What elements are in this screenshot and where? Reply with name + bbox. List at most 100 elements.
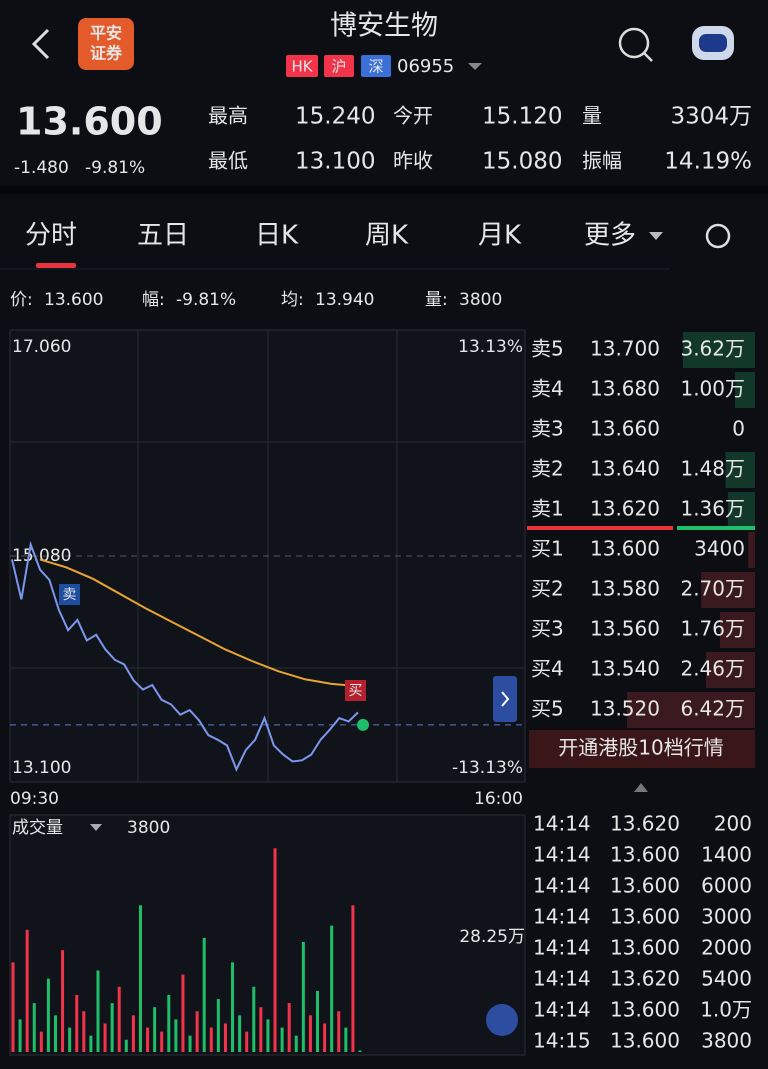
trade-volume: 5400 [701, 967, 752, 991]
upgrade-banner[interactable] [529, 730, 755, 768]
stat-label: 最低 [208, 149, 248, 173]
arrow-icon [501, 691, 510, 707]
volume-bar [131, 1015, 135, 1052]
expand-orderbook-button[interactable] [493, 676, 517, 722]
order-volume: 1.00万 [680, 377, 745, 401]
trade-price: 13.600 [610, 843, 680, 867]
volume-bar [301, 941, 305, 1052]
settings-icon[interactable] [705, 223, 731, 249]
tab[interactable]: 分时 [25, 221, 77, 251]
trade-time: 14:14 [533, 905, 591, 929]
info-value: 13.600 [44, 290, 103, 310]
broker-name: 平安 [90, 24, 122, 43]
stat-value: 14.19% [664, 149, 752, 175]
volume-bar [138, 905, 142, 1052]
tab[interactable]: 日K [255, 221, 299, 251]
collapse-arrow[interactable] [634, 783, 648, 792]
back-button[interactable] [31, 28, 50, 60]
volume-bar [167, 994, 171, 1052]
order-label: 卖3 [531, 417, 564, 441]
volume-bar [181, 974, 185, 1052]
stat-value: 3304万 [670, 104, 752, 130]
volume-dropdown[interactable] [90, 824, 102, 831]
info-label: 价: [10, 290, 33, 310]
volume-bar [146, 1027, 150, 1052]
last-price: 13.600 [16, 100, 163, 144]
volume-bar [280, 1027, 284, 1052]
more-dropdown[interactable] [649, 232, 663, 240]
volume-bar [238, 1015, 242, 1052]
search-icon-handle [643, 52, 653, 62]
volume-bar [153, 1007, 157, 1052]
stat-label: 振幅 [582, 149, 622, 173]
tab[interactable]: 周K [365, 221, 409, 251]
market-badge [286, 55, 318, 77]
order-label: 买1 [531, 537, 564, 561]
info-value: 13.940 [315, 290, 374, 310]
current-dot [357, 718, 369, 731]
volume-bar [11, 962, 15, 1052]
trade-time: 14:14 [533, 874, 591, 898]
stat-label: 今开 [393, 104, 433, 128]
order-price: 13.700 [590, 337, 660, 361]
order-label: 卖1 [531, 497, 564, 521]
order-volume: 6.42万 [680, 697, 745, 721]
volume-bar [61, 950, 65, 1052]
trade-time: 14:14 [533, 936, 591, 960]
info-value: 3800 [459, 290, 502, 310]
depth-bar [719, 612, 755, 648]
active-tab-indicator [36, 263, 76, 268]
volume-bar [46, 978, 50, 1052]
stat-label: 量 [582, 104, 602, 128]
depth-bar [725, 452, 755, 488]
order-volume: 1.36万 [680, 497, 745, 521]
fullscreen-button[interactable] [486, 1004, 518, 1036]
market-badge [324, 55, 354, 77]
order-volume: 1.48万 [680, 457, 745, 481]
pct-label: -13.13% [452, 758, 523, 778]
volume-bar [259, 1007, 263, 1052]
volume-bar [117, 986, 121, 1052]
y-tick-label: 15.080 [12, 546, 71, 566]
volume-bar [82, 1011, 86, 1052]
order-volume: 0 [732, 417, 745, 441]
volume-bar [75, 994, 79, 1052]
order-label: 买5 [531, 697, 564, 721]
volume-bar [25, 929, 29, 1052]
order-volume: 3400 [694, 537, 745, 561]
order-label: 卖5 [531, 337, 564, 361]
order-volume: 1.76万 [680, 617, 745, 641]
volume-bar [252, 986, 256, 1052]
order-price: 13.660 [590, 417, 660, 441]
trade-time: 14:14 [533, 843, 591, 867]
order-price: 13.640 [590, 457, 660, 481]
volume-bar [160, 1031, 164, 1052]
volume-bar [110, 1003, 114, 1052]
stat-value: 15.080 [482, 149, 562, 175]
tab[interactable]: 更多 [584, 221, 636, 251]
time-label: 16:00 [474, 789, 523, 809]
volume-bar [266, 1019, 270, 1052]
trade-price: 13.620 [610, 967, 680, 991]
stat-value: 15.240 [295, 104, 375, 130]
tab[interactable]: 五日 [137, 221, 189, 251]
trade-volume: 1400 [701, 843, 752, 867]
broker-name: 证券 [90, 44, 123, 63]
search-icon[interactable] [618, 27, 650, 59]
tab[interactable]: 月K [478, 221, 522, 251]
stat-label: 昨收 [393, 149, 433, 173]
trade-time: 14:15 [533, 1029, 591, 1053]
order-price: 13.560 [590, 617, 660, 641]
code-dropdown[interactable] [468, 63, 482, 70]
broker-logo [78, 18, 134, 70]
depth-bar [735, 372, 755, 408]
volume-bar [273, 848, 277, 1052]
volume-bar [188, 1035, 192, 1052]
volume-bar [330, 925, 334, 1052]
volume-title: 成交量 [12, 818, 63, 838]
ask-bid-split [677, 526, 755, 530]
volume-bar [323, 1023, 327, 1052]
trade-price: 13.600 [610, 998, 680, 1022]
y-tick-label: 17.060 [12, 337, 71, 357]
upgrade-label[interactable]: 开通港股10档行情 [558, 736, 723, 760]
